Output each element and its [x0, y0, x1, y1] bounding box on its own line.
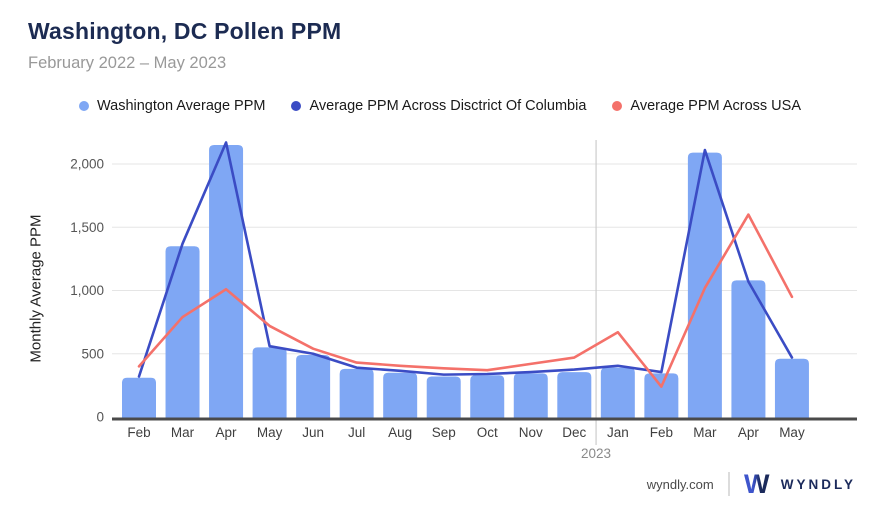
bar-mar-1: [165, 246, 200, 418]
report-header: Washington, DC Pollen PPM February 2022 …: [28, 18, 341, 73]
wyndly-w-icon: W: [744, 472, 770, 496]
bar-may-15: [774, 358, 809, 418]
x-tick-label-8: Oct: [477, 425, 498, 440]
bar-apr-14: [731, 280, 766, 418]
bar-feb-0: [122, 377, 156, 418]
bar-mar-13: [687, 152, 722, 419]
footer: wyndly.com W WYNDLY: [647, 472, 856, 496]
line-series-1: [137, 213, 794, 388]
x-tick-label-5: Jul: [348, 425, 365, 440]
bar-oct-8: [470, 375, 505, 418]
legend-dot-washington-icon: [79, 101, 89, 111]
bar-apr-2: [209, 145, 244, 418]
x-tick-label-0: Feb: [127, 425, 150, 440]
x-tick-label-10: Dec: [562, 425, 586, 440]
bar-aug-6: [383, 372, 418, 418]
x-tick-label-14: Apr: [738, 425, 760, 440]
y-tick-label: 2,000: [70, 157, 104, 172]
page-subtitle: February 2022 – May 2023: [28, 54, 227, 72]
bar-nov-9: [513, 373, 548, 418]
bar-jul-5: [339, 368, 374, 418]
y-tick-label: 0: [96, 410, 104, 425]
x-tick-label-13: Mar: [693, 425, 717, 440]
y-axis-title: Monthly Average PPM: [27, 214, 45, 363]
legend-label-washington: Washington Average PPM: [97, 98, 266, 114]
y-tick-label: 500: [81, 346, 104, 361]
x-tick-label-4: Jun: [302, 425, 324, 440]
wyndly-logo[interactable]: W WYNDLY: [744, 472, 856, 496]
footer-divider: [727, 472, 730, 496]
x-tick-label-12: Feb: [650, 425, 673, 440]
line-series-0: [137, 141, 794, 378]
x-tick-label-15: May: [779, 425, 805, 440]
pollen-chart-svg: 0 500 1,000 1,500 2,000 Feb Mar Apr May Jun Jul Aug…: [70, 140, 857, 461]
bar-sep-7: [426, 376, 461, 418]
bar-jun-4: [296, 355, 331, 418]
bar-jan-11: [600, 367, 635, 418]
y-tick-label: 1,000: [70, 283, 104, 298]
x-tick-label-3: May: [257, 425, 283, 440]
svg-text:W: W: [744, 472, 770, 496]
x-tick-label-6: Aug: [388, 425, 412, 440]
legend-label-usa: Average PPM Across USA: [630, 98, 801, 114]
bar-feb-12: [644, 373, 679, 418]
page-title: Washington, DC Pollen PPM: [28, 18, 342, 44]
x-tick-label-9: Nov: [519, 425, 543, 440]
bar-dec-10: [557, 372, 592, 418]
footer-site-link[interactable]: wyndly.com: [646, 476, 714, 492]
chart-legend: Washington Average PPM Average PPM Acros…: [0, 98, 880, 114]
y-tick-label: 1,500: [70, 220, 104, 235]
x-tick-label-2: Apr: [216, 425, 238, 440]
x-tick-label-1: Mar: [171, 425, 195, 440]
chart-area: Monthly Average PPM 0 500 1,000 1,500 2,000 F…: [0, 130, 880, 475]
x-tick-label-7: Sep: [432, 425, 456, 440]
legend-item-washington-average: Washington Average PPM: [79, 98, 265, 114]
legend-dot-district-icon: [291, 101, 302, 111]
footer-brand: WYNDLY: [780, 476, 856, 492]
x-year-label: 2023: [581, 446, 611, 461]
x-tick-label-11: Jan: [607, 425, 629, 440]
bar-may-3: [252, 347, 287, 418]
legend-item-usa-average: Average PPM Across USA: [612, 98, 801, 114]
legend-dot-usa-icon: [612, 101, 623, 111]
legend-label-district: Average PPM Across Disctrict Of Columbia: [309, 98, 587, 114]
legend-item-district-average: Average PPM Across Disctrict Of Columbia: [291, 98, 586, 114]
